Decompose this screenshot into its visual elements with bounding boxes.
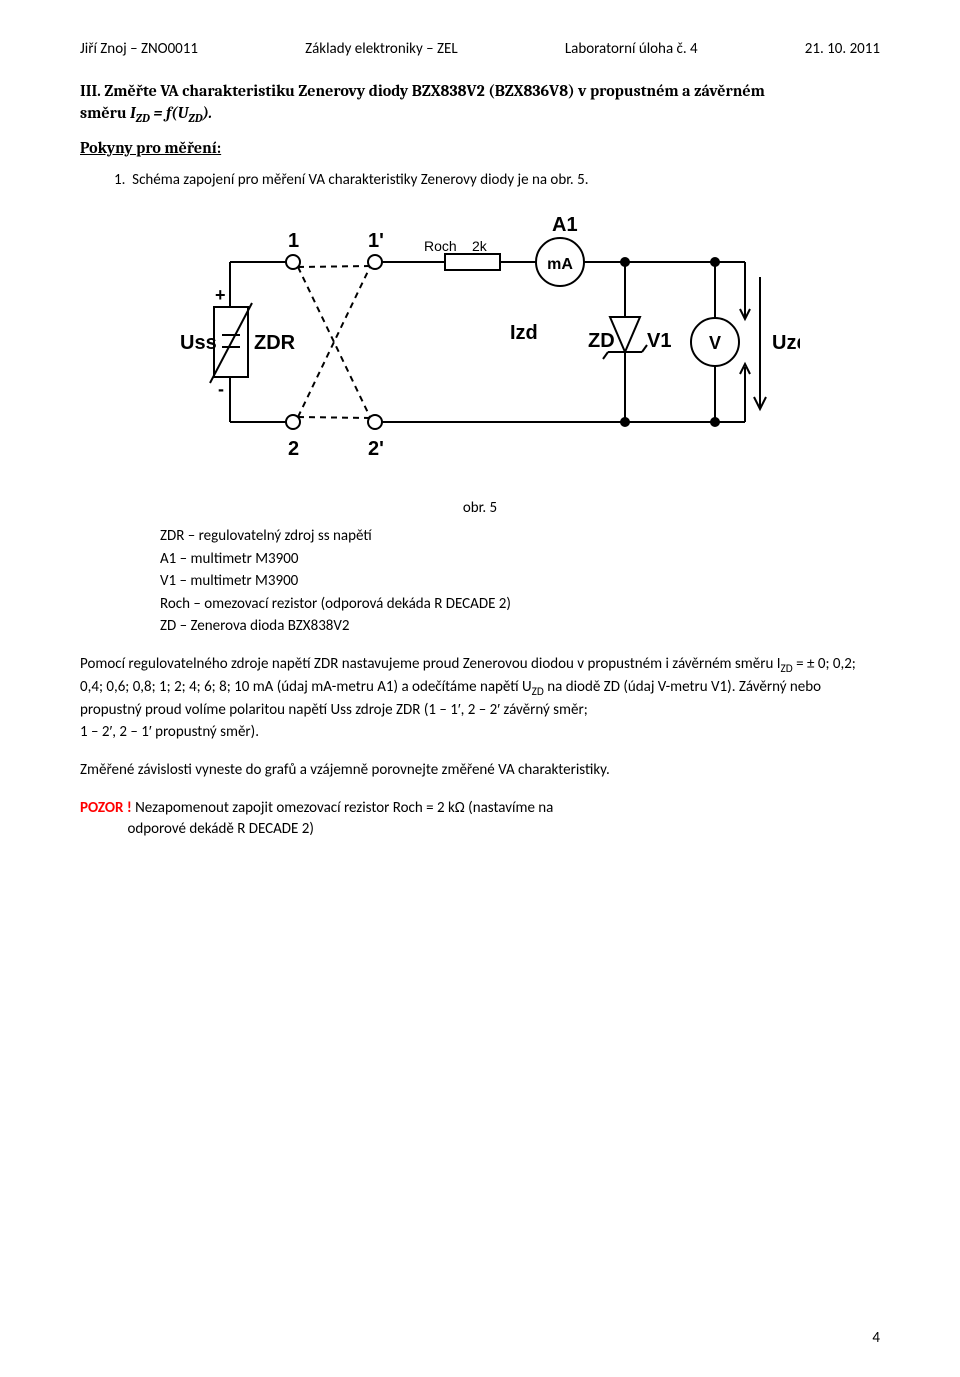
- instructions-heading: Pokyny pro měření:: [80, 139, 880, 157]
- step-1: 1. Schéma zapojení pro měření VA charakt…: [114, 171, 880, 189]
- warning-text: Nezapomenout zapojit omezovací rezistor …: [80, 799, 553, 839]
- procedure-paragraph: Pomocí regulovatelného zdroje napětí ZDR…: [80, 654, 880, 744]
- header-author: Jiří Znoj – ZNO0011: [80, 40, 198, 58]
- ammeter-label: mA: [547, 256, 573, 273]
- section-formula: IZD = f(UZD).: [130, 104, 212, 122]
- legend-v1: V1 – multimetr M3900: [160, 570, 880, 593]
- legend-zdr: ZDR – regulovatelný zdroj ss napětí: [160, 525, 880, 548]
- label-izd: Izd: [510, 322, 538, 344]
- page-number: 4: [872, 1329, 880, 1347]
- label-1p: 1': [368, 230, 384, 252]
- section-title-line2: směru IZD = f(UZD).: [80, 104, 880, 125]
- label-zdr: ZDR: [254, 332, 296, 354]
- section-title-line2-prefix: směru: [80, 104, 130, 122]
- voltmeter-label: V: [709, 333, 721, 353]
- header-date: 21. 10. 2011: [805, 40, 880, 58]
- label-v1: V1: [647, 330, 671, 352]
- warning: POZOR ! Nezapomenout zapojit omezovací r…: [80, 798, 880, 842]
- procedure-text-2: 1 – 2′, 2 – 1′ propustný směr).: [80, 723, 259, 741]
- legend: ZDR – regulovatelný zdroj ss napětí A1 –…: [160, 525, 880, 638]
- legend-zd: ZD – Zenerova dioda BZX838V2: [160, 615, 880, 638]
- graph-instruction: Změřené závislosti vyneste do grafů a vz…: [80, 760, 880, 782]
- label-2p: 2': [368, 438, 384, 460]
- procedure-text-1: Pomocí regulovatelného zdroje napětí ZDR…: [80, 655, 856, 720]
- legend-a1: A1 – multimetr M3900: [160, 548, 880, 571]
- figure-caption: obr. 5: [80, 499, 880, 517]
- section-title-line1: III. Změřte VA charakteristiku Zenerovy …: [80, 82, 880, 100]
- label-uzd: Uzd: [772, 332, 800, 354]
- label-2k: 2k: [472, 238, 488, 254]
- warning-label: POZOR !: [80, 799, 132, 817]
- label-plus: +: [215, 285, 226, 305]
- label-uss: Uss: [180, 332, 217, 354]
- circuit-diagram: mA: [160, 207, 800, 477]
- label-minus: -: [218, 379, 224, 399]
- step-1-text: Schéma zapojení pro měření VA charakteri…: [132, 171, 588, 189]
- page: Jiří Znoj – ZNO0011 Základy elektroniky …: [0, 0, 960, 1377]
- label-1: 1: [288, 230, 299, 252]
- legend-roch: Roch – omezovací rezistor (odporová deká…: [160, 593, 880, 616]
- header-subject: Základy elektroniky – ZEL: [305, 40, 458, 58]
- header-task: Laboratorní úloha č. 4: [565, 40, 698, 58]
- label-roch: Roch: [424, 238, 457, 254]
- label-zd: ZD: [588, 330, 615, 352]
- doc-header: Jiří Znoj – ZNO0011 Základy elektroniky …: [80, 40, 880, 58]
- label-a1: A1: [552, 214, 578, 236]
- label-2: 2: [288, 438, 299, 460]
